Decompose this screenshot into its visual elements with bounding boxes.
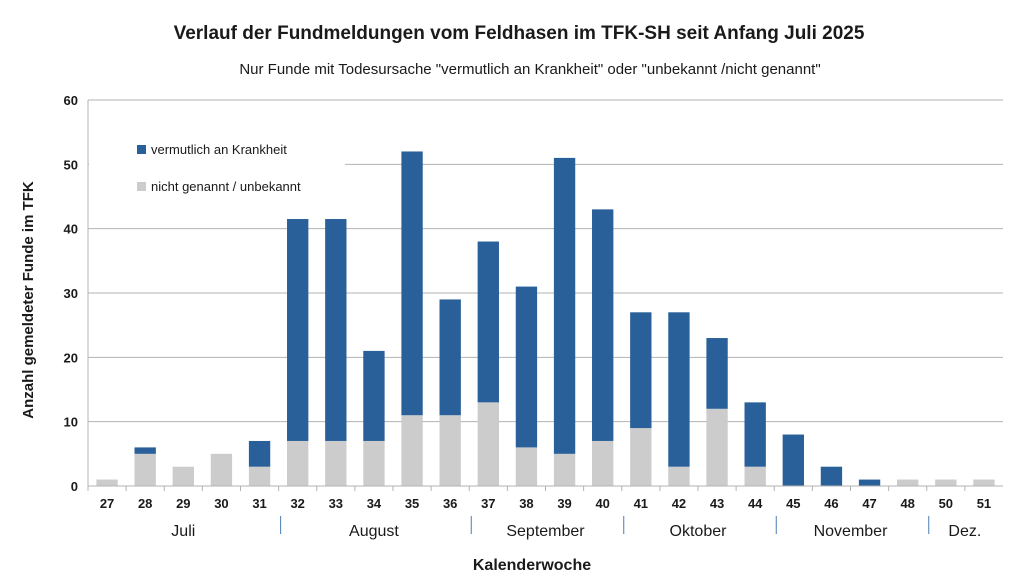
bar-unbekannt-kw36 <box>439 415 461 486</box>
bar-unbekannt-kw41 <box>630 428 652 486</box>
x-axis-label: Kalenderwoche <box>473 557 591 574</box>
month-label: August <box>349 523 399 540</box>
x-tick-label: 29 <box>176 496 190 511</box>
bar-unbekannt-kw50 <box>935 479 957 486</box>
chart-subtitle: Nur Funde mit Todesursache "vermutlich a… <box>239 61 820 78</box>
bar-krankheit-kw41 <box>630 312 652 429</box>
bar-unbekannt-kw27 <box>96 479 118 486</box>
x-tick-label: 51 <box>977 496 991 511</box>
x-tick-label: 45 <box>786 496 800 511</box>
x-tick-label: 41 <box>634 496 648 511</box>
bar-krankheit-kw47 <box>858 479 881 486</box>
legend-swatch <box>137 182 146 191</box>
bar-krankheit-kw36 <box>439 299 461 416</box>
bar-unbekannt-kw43 <box>706 408 728 486</box>
x-tick-label: 48 <box>900 496 914 511</box>
bar-unbekannt-kw32 <box>287 440 309 486</box>
bar-unbekannt-kw38 <box>515 447 538 486</box>
x-tick-label: 40 <box>595 496 609 511</box>
x-tick-label: 39 <box>557 496 571 511</box>
bar-krankheit-kw32 <box>287 219 309 441</box>
x-tick-label: 43 <box>710 496 724 511</box>
bar-krankheit-kw42 <box>668 312 690 467</box>
x-tick-label: 27 <box>100 496 114 511</box>
x-tick-label: 34 <box>367 496 382 511</box>
y-tick-label: 50 <box>64 157 78 172</box>
bar-krankheit-kw43 <box>706 338 728 409</box>
bar-unbekannt-kw48 <box>897 479 919 486</box>
month-label: Oktober <box>670 523 728 540</box>
bar-unbekannt-kw30 <box>210 453 233 486</box>
y-axis-label: Anzahl gemeldeter Funde im TFK <box>20 181 37 419</box>
bar-krankheit-kw45 <box>782 434 804 486</box>
month-label: November <box>814 523 888 540</box>
bar-krankheit-kw35 <box>401 151 423 416</box>
x-tick-label: 42 <box>672 496 686 511</box>
x-tick-label: 28 <box>138 496 152 511</box>
y-tick-label: 20 <box>64 350 78 365</box>
y-tick-label: 10 <box>64 415 78 430</box>
y-tick-label: 40 <box>64 222 78 237</box>
month-label: Juli <box>171 523 195 540</box>
bar-unbekannt-kw31 <box>248 466 271 486</box>
bar-unbekannt-kw40 <box>592 440 614 486</box>
y-tick-label: 0 <box>71 479 78 494</box>
bar-unbekannt-kw28 <box>134 453 156 486</box>
x-tick-label: 35 <box>405 496 419 511</box>
legend: vermutlich an Krankheit nicht genannt / u… <box>89 130 345 208</box>
x-tick-label: 32 <box>290 496 304 511</box>
x-tick-label: 31 <box>252 496 266 511</box>
bar-unbekannt-kw33 <box>325 440 347 486</box>
month-label: Dez. <box>948 523 981 540</box>
bar-unbekannt-kw51 <box>973 479 995 486</box>
y-tick-label: 30 <box>64 286 78 301</box>
x-tick-label: 30 <box>214 496 228 511</box>
legend-background <box>89 130 345 208</box>
bar-krankheit-kw38 <box>515 286 538 448</box>
bar-krankheit-kw33 <box>325 219 347 441</box>
x-tick-label: 37 <box>481 496 495 511</box>
bar-krankheit-kw39 <box>553 157 576 454</box>
y-tick-label: 60 <box>64 93 78 108</box>
bar-unbekannt-kw44 <box>744 466 766 486</box>
bar-krankheit-kw37 <box>477 241 499 403</box>
bar-unbekannt-kw42 <box>668 466 690 486</box>
x-tick-label: 44 <box>748 496 763 511</box>
chart-title: Verlauf der Fundmeldungen vom Feldhasen … <box>174 23 865 44</box>
legend-label: nicht genannt / unbekannt <box>151 179 301 194</box>
legend-label: vermutlich an Krankheit <box>151 142 287 157</box>
bar-krankheit-kw31 <box>248 440 271 467</box>
bar-unbekannt-kw34 <box>363 440 385 486</box>
x-tick-label: 33 <box>329 496 343 511</box>
bar-unbekannt-kw29 <box>172 466 194 486</box>
x-tick-label: 47 <box>862 496 876 511</box>
bar-unbekannt-kw35 <box>401 415 423 486</box>
month-label: September <box>506 523 585 540</box>
x-tick-label: 46 <box>824 496 838 511</box>
bar-krankheit-kw40 <box>592 209 614 441</box>
bar-unbekannt-kw39 <box>553 453 576 486</box>
legend-swatch <box>137 145 146 154</box>
bar-krankheit-kw28 <box>134 447 156 454</box>
bar-krankheit-kw46 <box>820 466 843 486</box>
x-tick-label: 38 <box>519 496 533 511</box>
bar-unbekannt-kw37 <box>477 402 499 486</box>
x-tick-label: 36 <box>443 496 457 511</box>
x-tick-label: 50 <box>939 496 953 511</box>
bar-krankheit-kw34 <box>363 350 385 441</box>
bar-krankheit-kw44 <box>744 402 766 467</box>
